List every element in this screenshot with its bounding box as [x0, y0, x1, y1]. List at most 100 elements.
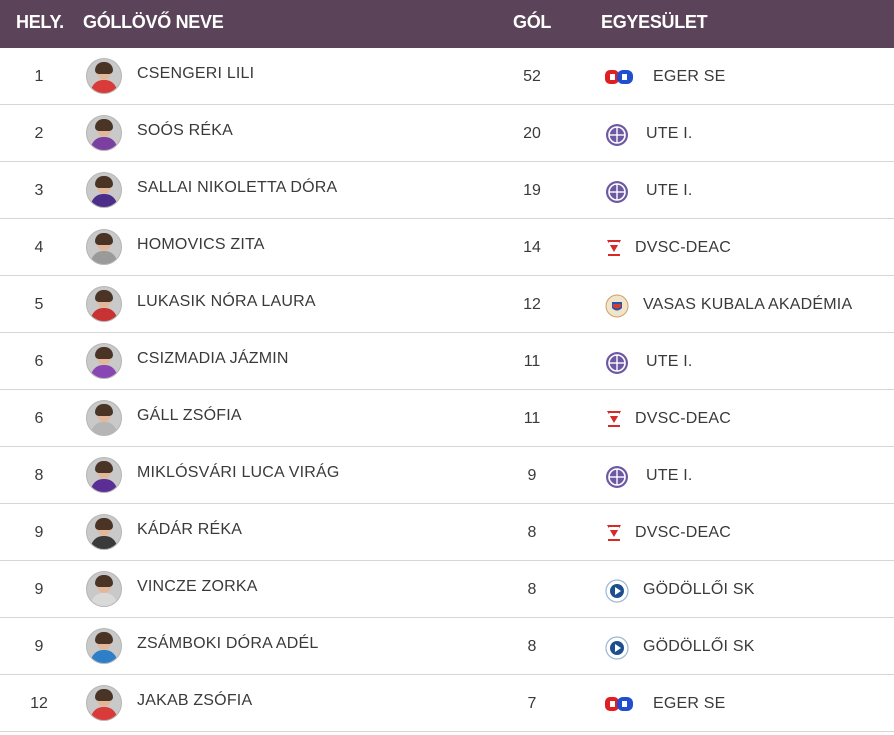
table-row[interactable]: 6 GÁLL ZSÓFIA 11 DVSC-DEAC [0, 390, 894, 447]
avatar-body [91, 593, 117, 606]
vasas-logo-icon [604, 293, 632, 318]
club-name[interactable]: DVSC-DEAC [635, 410, 732, 427]
club-name[interactable]: GÖDÖLLŐI SK [643, 581, 755, 598]
player-avatar [86, 172, 122, 208]
ute-logo-icon [604, 179, 632, 203]
club-name[interactable]: GÖDÖLLŐI SK [643, 638, 755, 655]
goals-cell: 11 [523, 410, 541, 427]
dvsc-logo-icon [604, 407, 632, 431]
rank-cell: 9 [34, 638, 44, 655]
avatar-hair [95, 575, 113, 587]
eger-se-logo-icon [604, 692, 633, 716]
player-name[interactable]: MIKLÓSVÁRI LUCA VIRÁG [137, 464, 340, 481]
player-avatar [86, 115, 122, 151]
avatar-body [91, 365, 117, 378]
avatar-hair [95, 632, 113, 644]
avatar-hair [95, 404, 113, 416]
player-avatar [86, 229, 122, 265]
table-row[interactable]: 2 SOÓS RÉKA 20 UTE I. [0, 105, 894, 162]
rank-cell: 5 [34, 296, 44, 313]
avatar-body [91, 650, 117, 663]
avatar-body [91, 80, 117, 93]
ute-logo-icon [604, 350, 632, 374]
header-goals: GÓL [513, 12, 552, 32]
ute-logo-icon [604, 464, 632, 488]
rank-cell: 3 [34, 182, 44, 199]
player-avatar [86, 685, 122, 721]
header-club: EGYESÜLET [601, 12, 708, 32]
rank-cell: 6 [34, 410, 44, 427]
player-name[interactable]: HOMOVICS ZITA [137, 236, 265, 253]
player-name[interactable]: VINCZE ZORKA [137, 578, 258, 595]
player-avatar [86, 514, 122, 550]
avatar-hair [95, 347, 113, 359]
club-name[interactable]: VASAS KUBALA AKADÉMIA [643, 296, 853, 313]
goals-cell: 7 [527, 695, 537, 712]
goals-cell: 8 [527, 581, 537, 598]
player-avatar [86, 343, 122, 379]
player-name[interactable]: SALLAI NIKOLETTA DÓRA [137, 179, 338, 196]
avatar-hair [95, 62, 113, 74]
table-row[interactable]: 3 SALLAI NIKOLETTA DÓRA 19 UTE I. [0, 162, 894, 219]
avatar-hair [95, 290, 113, 302]
avatar-body [91, 536, 117, 549]
ute-logo-icon [604, 122, 632, 146]
table-row[interactable]: 9 ZSÁMBOKI DÓRA ADÉL 8 GÖDÖLLŐI SK [0, 618, 894, 675]
goals-cell: 19 [523, 182, 541, 199]
player-name[interactable]: GÁLL ZSÓFIA [137, 407, 242, 424]
eger-se-logo-icon [604, 65, 633, 89]
header-rank: HELY. [16, 12, 64, 32]
club-name[interactable]: DVSC-DEAC [635, 239, 732, 256]
club-name[interactable]: UTE I. [646, 467, 693, 484]
table-row[interactable]: 9 KÁDÁR RÉKA 8 DVSC-DEAC [0, 504, 894, 561]
avatar-body [91, 137, 117, 150]
player-name[interactable]: JAKAB ZSÓFIA [137, 692, 253, 709]
table-row[interactable]: 9 VINCZE ZORKA 8 GÖDÖLLŐI SK [0, 561, 894, 618]
club-name[interactable]: DVSC-DEAC [635, 524, 732, 541]
table-row[interactable]: 5 LUKASIK NÓRA LAURA 12 VASAS KUBALA AKA… [0, 276, 894, 333]
table-row[interactable]: 4 HOMOVICS ZITA 14 DVSC-DEAC [0, 219, 894, 276]
table-body: 1 CSENGERI LILI 52 EGER SE 2 SOÓS RÉKA 2… [0, 48, 894, 732]
player-avatar [86, 628, 122, 664]
rank-cell: 4 [34, 239, 44, 256]
avatar-body [91, 308, 117, 321]
avatar-body [91, 194, 117, 207]
player-name[interactable]: ZSÁMBOKI DÓRA ADÉL [137, 635, 319, 652]
club-name[interactable]: EGER SE [653, 695, 726, 712]
avatar-hair [95, 461, 113, 473]
club-name[interactable]: EGER SE [653, 68, 726, 85]
player-avatar [86, 286, 122, 322]
table-header: HELY. GÓLLÖVŐ NEVE GÓL EGYESÜLET [0, 0, 894, 48]
club-name[interactable]: UTE I. [646, 353, 693, 370]
club-name[interactable]: UTE I. [646, 182, 693, 199]
avatar-body [91, 422, 117, 435]
player-name[interactable]: CSIZMADIA JÁZMIN [137, 350, 289, 367]
avatar-body [91, 479, 117, 492]
rank-cell: 2 [34, 125, 44, 142]
dvsc-logo-icon [604, 236, 632, 260]
goals-cell: 52 [523, 68, 541, 85]
rank-cell: 1 [34, 68, 44, 85]
avatar-hair [95, 233, 113, 245]
table-row[interactable]: 8 MIKLÓSVÁRI LUCA VIRÁG 9 UTE I. [0, 447, 894, 504]
dvsc-logo-icon [604, 521, 632, 545]
avatar-body [91, 251, 117, 264]
player-name[interactable]: SOÓS RÉKA [137, 122, 234, 139]
player-avatar [86, 457, 122, 493]
godolloi-logo-icon [604, 578, 632, 603]
club-name[interactable]: UTE I. [646, 125, 693, 142]
table-row[interactable]: 12 JAKAB ZSÓFIA 7 EGER SE [0, 675, 894, 732]
avatar-hair [95, 689, 113, 701]
avatar-hair [95, 176, 113, 188]
player-name[interactable]: CSENGERI LILI [137, 65, 255, 82]
player-name[interactable]: KÁDÁR RÉKA [137, 521, 243, 538]
avatar-body [91, 707, 117, 720]
rank-cell: 9 [34, 581, 44, 598]
rank-cell: 9 [34, 524, 44, 541]
table-row[interactable]: 6 CSIZMADIA JÁZMIN 11 UTE I. [0, 333, 894, 390]
goals-cell: 20 [523, 125, 541, 142]
player-name[interactable]: LUKASIK NÓRA LAURA [137, 293, 316, 310]
rank-cell: 8 [34, 467, 44, 484]
table-row[interactable]: 1 CSENGERI LILI 52 EGER SE [0, 48, 894, 105]
